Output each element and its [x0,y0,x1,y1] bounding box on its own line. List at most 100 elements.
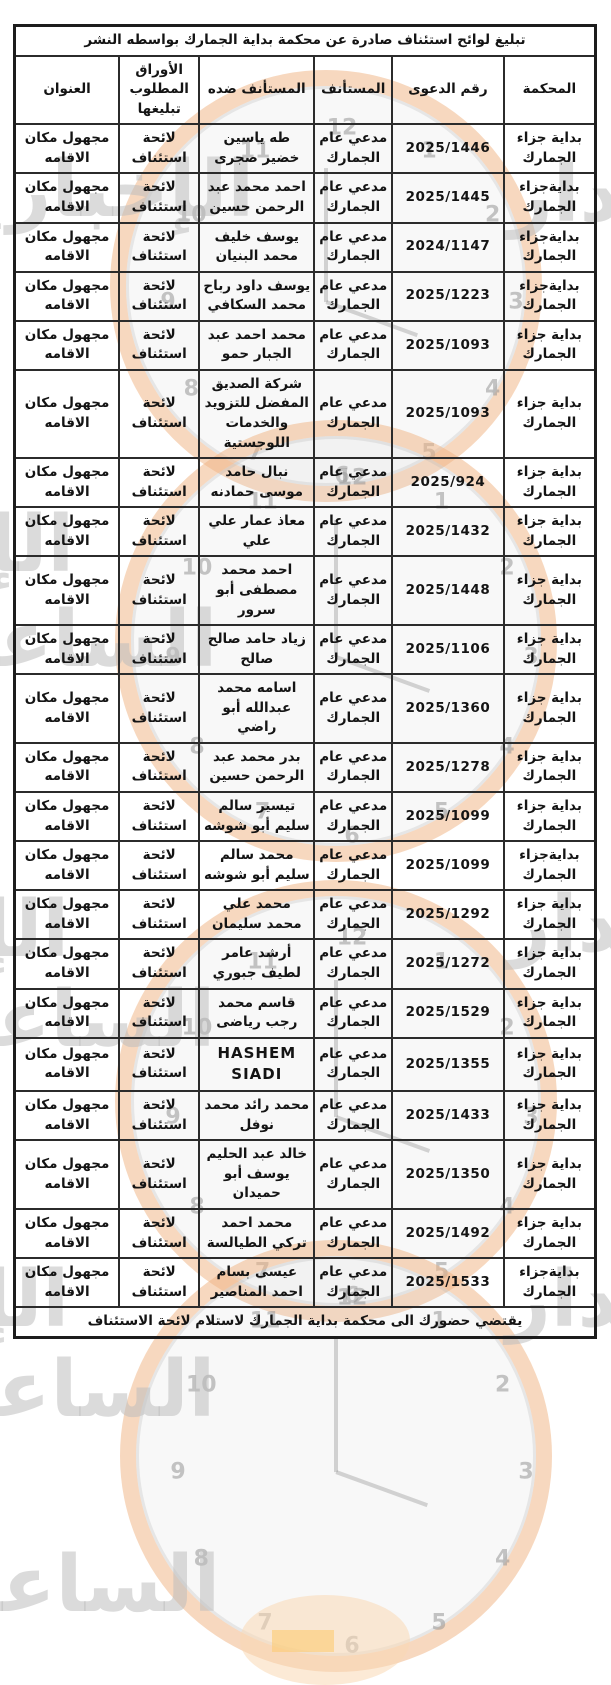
cell-appellant: مدعي عام الجمارك [313,889,394,941]
watermark-edge-text: الساعة [0,1540,222,1630]
cell-court: بداية جزاء الجمارك [502,319,597,371]
cell-appellant: مدعي عام الجمارك [313,790,394,843]
watermark-edge-text: الساعة [0,1345,217,1435]
cell-documents: لائحة استئناف [118,1139,201,1210]
table-row: بداية جزاء الجمارك 2025/1093 مدعي عام الجم… [13,319,597,371]
cell-court: بدايةجزاء الجمارك [502,1257,597,1309]
clock-number: 6 [344,1633,360,1659]
cell-appellant: مدعي عام الجمارك [313,1036,394,1093]
cell-address: مجهول مكان الاقامه [13,624,121,676]
cell-case-no: 2025/1099 [391,790,505,843]
clock-number: 9 [170,1459,186,1485]
cell-address: مجهول مكان الاقامه [13,506,121,558]
column-header-appellee: المستأنف ضده [198,54,316,126]
cell-case-no: 2025/1355 [391,1036,505,1093]
cell-court: بدايةجزاء الجمارك [502,172,597,224]
cell-documents: لائحة استئناف [118,555,201,627]
cell-appellant: مدعي عام الجمارك [313,673,394,744]
cell-appellant: مدعي عام الجمارك [313,840,394,892]
title-row: تبليغ لوائح استئناف صادرة عن محكمة بداية… [13,24,597,57]
cell-appellee: زياد حامد صالح صالح [198,624,316,676]
column-header-address: العنوان [13,54,121,126]
cell-address: مجهول مكان الاقامه [13,172,121,224]
cell-documents: لائحة استئناف [118,506,201,558]
cell-address: مجهول مكان الاقامه [13,1036,121,1093]
cell-appellee: أرشد عامر لطيف جبوري [198,938,316,990]
cell-appellant: مدعي عام الجمارك [313,1090,394,1142]
cell-documents: لائحة استئناف [118,840,201,892]
cell-court: بداية جزاء الجمارك [502,624,597,676]
cell-documents: لائحة استئناف [118,319,201,371]
table-row: بداية جزاء الجمارك 2025/1272 مدعي عام الجم… [13,938,597,990]
cell-documents: لائحة استئناف [118,457,201,509]
cell-appellant: مدعي عام الجمارك [313,624,394,676]
cell-appellant: مدعي عام الجمارك [313,221,394,273]
header-row: المحكمة رقم الدعوى المستأنف المستأنف ضده… [13,54,597,126]
table-row: بداية جزاء الجمارك 2025/1099 مدعي عام الجم… [13,790,597,843]
cell-appellee: يوسف داود رباح محمد السكافي [198,270,316,322]
cell-address: مجهول مكان الاقامه [13,555,121,627]
cell-appellant: مدعي عام الجمارك [313,1257,394,1309]
cell-address: مجهول مكان الاقامه [13,938,121,990]
cell-case-no: 2025/1448 [391,555,505,627]
cell-appellee: قاسم محمد رجب رياضى [198,987,316,1039]
clock-hand [334,1338,338,1472]
cell-court: بداية جزاء الجمارك [502,790,597,843]
cell-case-no: 2025/1106 [391,624,505,676]
cell-address: مجهول مكان الاقامه [13,457,121,509]
cell-appellee: يوسف خليف محمد البنيان [198,221,316,273]
cell-appellee: نبال حامد موسى حمادنه [198,457,316,509]
cell-documents: لائحة استئناف [118,938,201,990]
cell-documents: لائحة استئناف [118,270,201,322]
cell-address: مجهول مكان الاقامه [13,368,121,460]
table-row: بداية جزاء الجمارك 2025/1106 مدعي عام الجم… [13,624,597,676]
cell-appellant: مدعي عام الجمارك [313,1139,394,1210]
column-header-court: المحكمة [502,54,597,126]
cell-case-no: 2025/1433 [391,1090,505,1142]
cell-appellee: احمد محمد مصطفى أبو سرور [198,555,316,627]
cell-case-no: 2025/1529 [391,987,505,1039]
attendance-instruction: يقتضي حضورك الى محكمة بداية الجمارك لاست… [13,1306,597,1339]
cell-address: مجهول مكان الاقامه [13,1207,121,1260]
cell-appellee: HASHEM SIADI [198,1036,316,1093]
cell-appellant: مدعي عام الجمارك [313,938,394,990]
cell-court: بدايةجزاء الجمارك [502,270,597,322]
cell-court: بداية جزاء الجمارك [502,938,597,990]
cell-appellant: مدعي عام الجمارك [313,123,394,175]
cell-documents: لائحة استئناف [118,790,201,843]
cell-appellant: مدعي عام الجمارك [313,1207,394,1260]
cell-address: مجهول مكان الاقامه [13,987,121,1039]
table-row: بداية جزاء الجمارك 2025/1433 مدعي عام الجم… [13,1090,597,1142]
table-row: بداية جزاء الجمارك 2025/1278 مدعي عام الجم… [13,741,597,794]
table-row: بدايةجزاء الجمارك 2025/1533 مدعي عام الجما… [13,1257,597,1309]
cell-appellant: مدعي عام الجمارك [313,555,394,627]
cell-case-no: 2025/1360 [391,673,505,744]
cell-appellee: شركة الصديق المفضل للتزويد والخدمات اللو… [198,368,316,460]
cell-case-no: 2025/1278 [391,741,505,794]
cell-case-no: 2025/1272 [391,938,505,990]
cell-case-no: 2025/1223 [391,270,505,322]
cell-appellee: معاذ عمار علي علي [198,506,316,558]
cell-court: بداية جزاء الجمارك [502,1139,597,1210]
cell-address: مجهول مكان الاقامه [13,840,121,892]
cell-appellee: محمد رائد محمد نوفل [198,1090,316,1142]
cell-appellant: مدعي عام الجمارك [313,368,394,460]
cell-documents: لائحة استئناف [118,624,201,676]
cell-address: مجهول مكان الاقامه [13,790,121,843]
cell-case-no: 2025/1093 [391,368,505,460]
legal-notice-document: تبليغ لوائح استئناف صادرة عن محكمة بداية… [13,24,597,1339]
cell-appellant: مدعي عام الجمارك [313,319,394,371]
cell-court: بداية جزاء الجمارك [502,1207,597,1260]
cell-address: مجهول مكان الاقامه [13,1090,121,1142]
cell-documents: لائحة استئناف [118,1207,201,1260]
cell-address: مجهول مكان الاقامه [13,123,121,175]
table-row: بداية جزاء الجمارك 2025/1432 مدعي عام الجم… [13,506,597,558]
clock-number: 7 [257,1610,273,1636]
cell-address: مجهول مكان الاقامه [13,221,121,273]
cell-case-no: 2025/1533 [391,1257,505,1309]
watermark-blob [240,1595,410,1685]
cell-case-no: 2025/1350 [391,1139,505,1210]
cell-appellee: بدر محمد عبد الرحمن حسين [198,741,316,794]
cell-case-no: 2025/1292 [391,889,505,941]
cell-court: بداية جزاء الجمارك [502,506,597,558]
